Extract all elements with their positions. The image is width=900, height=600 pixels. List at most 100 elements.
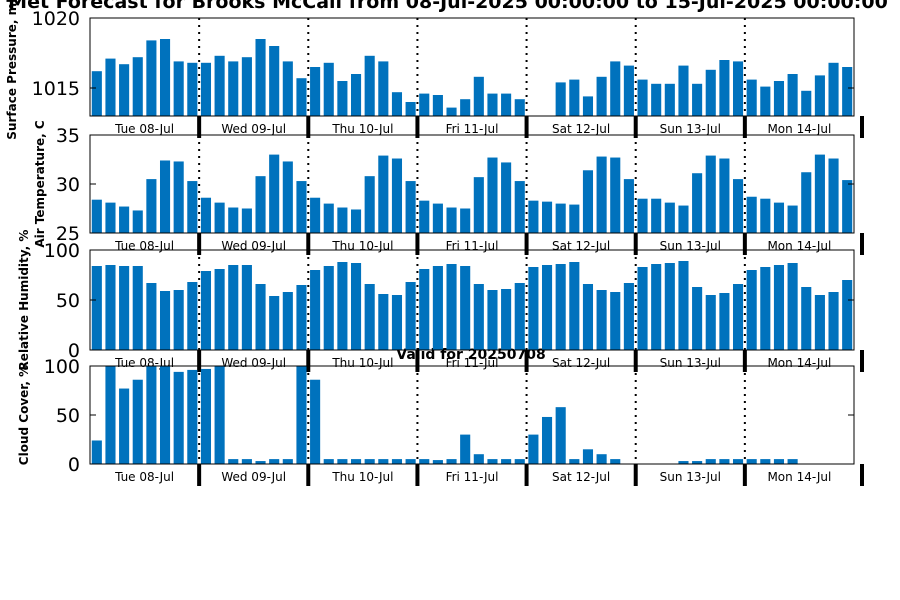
bar: [296, 285, 307, 350]
bar: [391, 459, 403, 464]
bar: [473, 454, 484, 464]
bar: [91, 266, 102, 350]
x-day-label: Wed 09-Jul: [221, 470, 286, 484]
bar: [501, 459, 512, 464]
y-axis-label: Relative Humidity, %: [17, 230, 31, 371]
bar: [323, 459, 334, 464]
x-day-label: Fri 11-Jul: [446, 122, 499, 136]
x-day-label: Thu 10-Jul: [331, 122, 393, 136]
bar: [432, 203, 443, 233]
bar: [391, 158, 403, 233]
bar: [405, 102, 416, 116]
bar: [678, 461, 689, 464]
y-tick-label: 1015: [32, 78, 80, 100]
bar: [173, 371, 184, 464]
bar: [541, 265, 553, 350]
bar: [814, 154, 825, 233]
bar: [187, 62, 198, 116]
bar: [214, 202, 225, 233]
x-day-label: Mon 14-Jul: [767, 356, 831, 370]
bar: [391, 92, 403, 116]
bar: [105, 58, 116, 116]
bar: [651, 83, 662, 116]
bar: [828, 292, 839, 350]
bar: [719, 293, 730, 350]
bar: [214, 55, 225, 116]
y-tick-label: 0: [68, 454, 80, 476]
bar: [678, 205, 689, 233]
bar: [132, 210, 143, 233]
bar: [528, 200, 539, 233]
bar: [378, 61, 389, 116]
bar: [119, 266, 130, 350]
bar: [651, 264, 662, 350]
bar: [569, 79, 580, 116]
bar: [773, 81, 785, 116]
x-day-label: Tue 08-Jul: [114, 122, 174, 136]
bar: [555, 264, 566, 350]
bar: [269, 154, 280, 233]
bar: [610, 459, 621, 464]
bar: [705, 155, 716, 233]
y-tick-label: 50: [56, 405, 80, 427]
panels-group: 1015 1020 Tue 08-Jul Wed 09-Jul Thu 10-Jul Fr…: [5, 0, 864, 486]
x-day-label: Sun 13-Jul: [660, 470, 721, 484]
bar: [119, 388, 130, 464]
bar: [296, 181, 307, 233]
bar: [501, 162, 512, 233]
bar: [460, 99, 471, 116]
bar: [760, 267, 771, 350]
bar: [310, 379, 321, 464]
bar: [173, 290, 184, 350]
bar: [787, 459, 798, 464]
bar: [378, 459, 389, 464]
bar: [746, 459, 757, 464]
bar: [487, 93, 498, 116]
bar: [146, 179, 157, 233]
bar: [159, 291, 171, 350]
bar: [473, 284, 484, 350]
bar: [514, 283, 525, 350]
bar: [705, 295, 716, 350]
x-day-label: Mon 14-Jul: [767, 239, 831, 253]
y-tick-label: 50: [56, 290, 80, 312]
bar: [446, 264, 457, 350]
bar: [282, 61, 293, 116]
y-tick-label: 100: [44, 240, 80, 262]
bar: [787, 263, 798, 350]
bar: [228, 265, 239, 350]
bar: [814, 75, 825, 116]
bar: [200, 197, 212, 233]
bar: [732, 179, 744, 233]
bar: [159, 366, 171, 464]
bar: [419, 200, 430, 233]
bar: [487, 290, 498, 350]
bar: [610, 157, 621, 233]
bar: [514, 181, 525, 233]
bar: [200, 62, 212, 116]
x-day-label: Tue 08-Jul: [114, 239, 174, 253]
bar: [773, 459, 785, 464]
plot-frame: [89, 17, 855, 117]
x-day-label: Thu 10-Jul: [331, 356, 393, 370]
bar: [323, 62, 334, 116]
bar: [187, 369, 198, 464]
bar: [255, 284, 266, 350]
bar: [105, 366, 116, 464]
bar: [541, 416, 553, 464]
bar: [405, 282, 416, 350]
bar: [460, 208, 471, 233]
x-day-label: Wed 09-Jul: [221, 122, 286, 136]
bar: [514, 459, 525, 464]
bar: [828, 62, 839, 116]
bar: [760, 198, 771, 233]
x-day-label: Wed 09-Jul: [221, 356, 286, 370]
bar: [350, 209, 362, 233]
bar: [596, 156, 607, 233]
bar: [241, 265, 252, 350]
bar: [555, 203, 566, 233]
bar: [432, 266, 443, 350]
bar: [610, 292, 621, 350]
bar: [719, 459, 730, 464]
bar: [460, 434, 471, 464]
